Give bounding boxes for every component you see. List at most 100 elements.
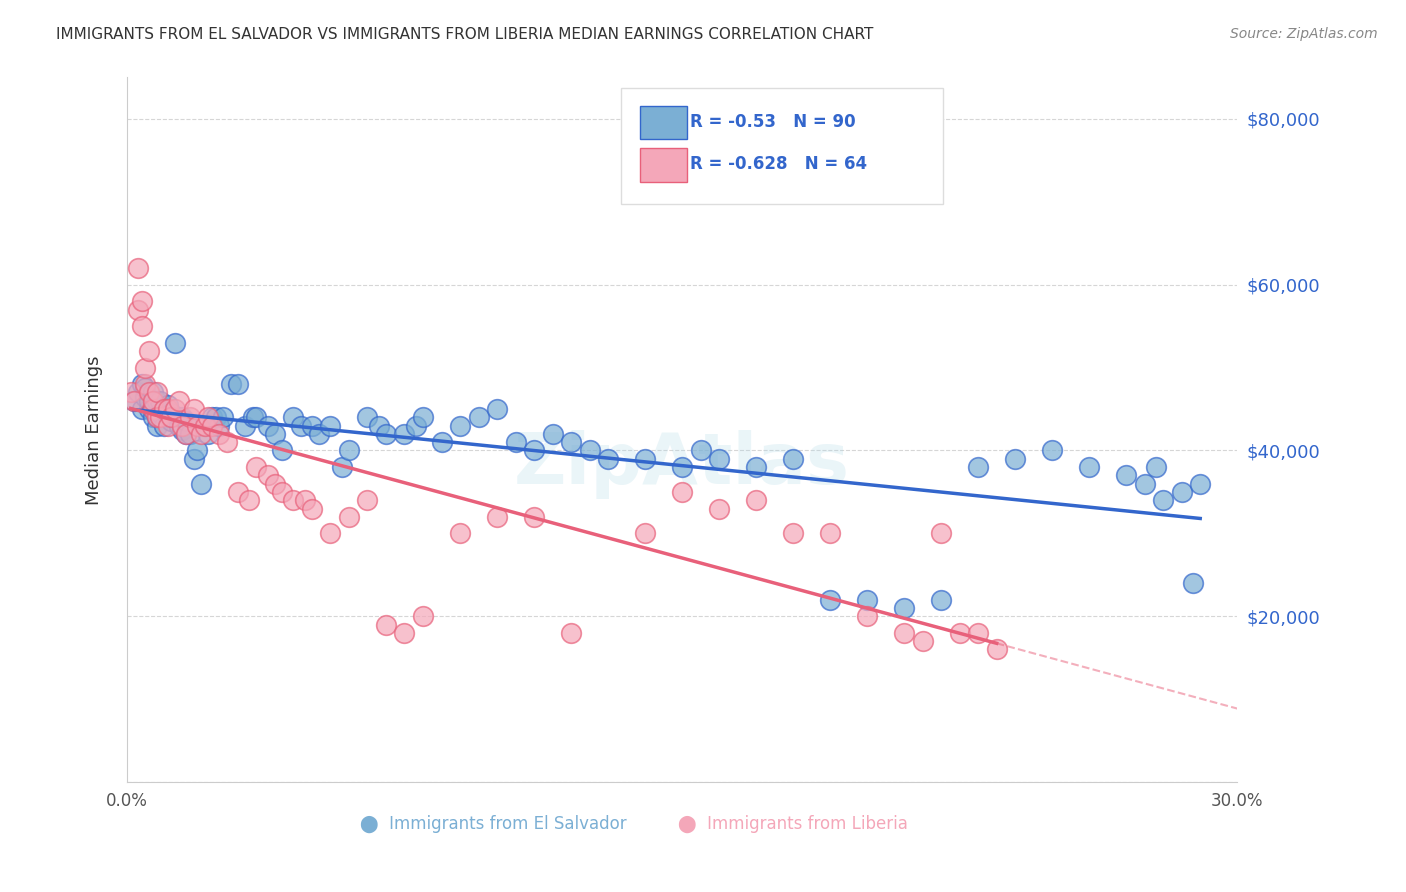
Point	[1144, 460, 1167, 475]
Point	[174, 414, 197, 428]
Text: R = -0.628   N = 64: R = -0.628 N = 64	[690, 155, 868, 173]
Point	[212, 410, 235, 425]
Point	[131, 319, 153, 334]
Point	[856, 592, 879, 607]
Point	[208, 418, 231, 433]
Point	[264, 426, 287, 441]
Point	[523, 443, 546, 458]
Point	[818, 526, 841, 541]
Point	[745, 460, 768, 475]
Point	[1004, 451, 1026, 466]
Point	[782, 451, 804, 466]
Point	[967, 460, 990, 475]
Point	[190, 476, 212, 491]
Point	[153, 402, 176, 417]
Point	[153, 402, 176, 417]
Point	[145, 410, 167, 425]
Point	[893, 601, 915, 615]
Point	[183, 451, 205, 466]
Point	[1115, 468, 1137, 483]
Point	[179, 410, 201, 425]
Point	[1078, 460, 1101, 475]
Point	[226, 377, 249, 392]
Point	[245, 460, 267, 475]
Point	[245, 410, 267, 425]
Point	[1040, 443, 1063, 458]
Point	[375, 617, 398, 632]
Point	[167, 393, 190, 408]
Point	[183, 402, 205, 417]
Point	[1152, 493, 1174, 508]
Point	[160, 410, 183, 425]
Point	[156, 410, 179, 425]
Point	[226, 484, 249, 499]
Y-axis label: Median Earnings: Median Earnings	[86, 355, 103, 505]
Point	[449, 418, 471, 433]
Point	[190, 426, 212, 441]
Point	[233, 418, 256, 433]
Point	[449, 526, 471, 541]
Point	[124, 393, 146, 408]
Point	[929, 592, 952, 607]
Point	[156, 402, 179, 417]
Point	[283, 493, 305, 508]
Point	[394, 426, 416, 441]
Point	[172, 418, 194, 433]
Point	[319, 418, 342, 433]
Point	[242, 410, 264, 425]
Point	[523, 509, 546, 524]
Point	[127, 385, 149, 400]
Text: ZipAtlas: ZipAtlas	[515, 431, 851, 500]
Point	[172, 410, 194, 425]
Point	[208, 426, 231, 441]
Point	[356, 493, 378, 508]
Point	[145, 393, 167, 408]
Point	[271, 443, 294, 458]
Point	[560, 435, 582, 450]
Point	[856, 609, 879, 624]
Point	[745, 493, 768, 508]
Point	[156, 398, 179, 412]
FancyBboxPatch shape	[621, 88, 943, 204]
Point	[294, 493, 316, 508]
Point	[256, 418, 278, 433]
Point	[194, 418, 217, 433]
Point	[197, 426, 219, 441]
Point	[560, 625, 582, 640]
Point	[219, 377, 242, 392]
Point	[412, 410, 434, 425]
Point	[330, 460, 353, 475]
Point	[1133, 476, 1156, 491]
Point	[134, 390, 156, 404]
Point	[197, 410, 219, 425]
Point	[120, 385, 142, 400]
Point	[127, 302, 149, 317]
Point	[138, 385, 160, 400]
Point	[689, 443, 711, 458]
Point	[283, 410, 305, 425]
Point	[505, 435, 527, 450]
Point	[967, 625, 990, 640]
Point	[142, 402, 165, 417]
Point	[145, 418, 167, 433]
Point	[367, 418, 389, 433]
Point	[337, 443, 360, 458]
Point	[1189, 476, 1212, 491]
Point	[156, 418, 179, 433]
Point	[145, 410, 167, 425]
Point	[634, 526, 657, 541]
Point	[142, 385, 165, 400]
Point	[131, 377, 153, 392]
Text: Source: ZipAtlas.com: Source: ZipAtlas.com	[1230, 27, 1378, 41]
Point	[412, 609, 434, 624]
Point	[163, 402, 186, 417]
Point	[138, 343, 160, 358]
Text: ⬤  Immigrants from El Salvador: ⬤ Immigrants from El Salvador	[360, 815, 627, 833]
FancyBboxPatch shape	[640, 105, 686, 139]
Point	[201, 410, 224, 425]
Point	[596, 451, 619, 466]
Point	[201, 418, 224, 433]
Point	[541, 426, 564, 441]
Point	[160, 406, 183, 420]
Point	[319, 526, 342, 541]
